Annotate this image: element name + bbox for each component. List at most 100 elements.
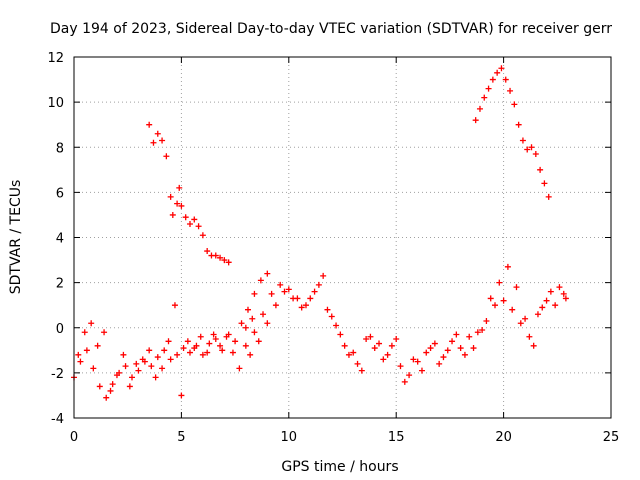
data-point-track-a [163, 153, 170, 160]
data-point-track-f [298, 304, 305, 311]
data-point-track-f [376, 340, 383, 347]
data-point-track-e [302, 302, 309, 309]
data-point-track-b [472, 117, 479, 124]
data-point-track-a [212, 252, 219, 259]
data-point-track-b [541, 180, 548, 187]
data-point-track-d [178, 392, 185, 399]
data-point-track-d [191, 345, 198, 352]
data-point-track-d [126, 383, 133, 390]
data-point-track-f [255, 338, 262, 345]
y-tick-label: 8 [56, 141, 64, 156]
data-point-track-f [470, 345, 477, 352]
data-point-track-f [513, 284, 520, 291]
data-point-track-d [204, 349, 211, 356]
data-point-track-d [197, 333, 204, 340]
data-point-track-f [530, 342, 537, 349]
data-point-track-e [492, 302, 499, 309]
data-point-track-b [498, 65, 505, 72]
data-point-track-b [519, 137, 526, 144]
data-point-track-e [440, 354, 447, 361]
data-point-track-a [221, 257, 228, 264]
data-point-track-d [75, 351, 82, 358]
data-point-track-a [186, 220, 193, 227]
data-point-track-b [524, 146, 531, 153]
data-point-track-f [539, 304, 546, 311]
x-tick-label: 0 [70, 430, 78, 445]
data-point-track-c [180, 345, 187, 352]
data-point-track-e [371, 345, 378, 352]
data-point-track-c [77, 358, 84, 365]
data-point-track-d [229, 349, 236, 356]
y-tick-label: -2 [51, 367, 64, 382]
data-point-track-d [159, 365, 166, 372]
data-point-track-f [453, 331, 460, 338]
data-point-track-b [485, 85, 492, 92]
data-point-track-e [337, 331, 344, 338]
data-point-track-c [154, 354, 161, 361]
data-point-track-e [380, 356, 387, 363]
data-point-track-c [167, 356, 174, 363]
data-point-track-c [103, 394, 110, 401]
data-point-track-e [474, 329, 481, 336]
data-point-track-f [436, 360, 443, 367]
data-point-track-e [526, 333, 533, 340]
data-point-track-c [257, 277, 264, 284]
data-point-track-e [483, 317, 490, 324]
data-point-track-d [120, 351, 127, 358]
data-point-track-e [268, 290, 275, 297]
data-point-track-d [146, 347, 153, 354]
data-point-track-a [146, 121, 153, 128]
data-point-track-b [476, 105, 483, 112]
data-point-track-e [423, 349, 430, 356]
data-point-track-c [90, 365, 97, 372]
y-tick-label: 10 [47, 96, 64, 111]
x-axis-label: GPS time / hours [281, 459, 398, 475]
data-point-track-f [547, 288, 554, 295]
data-points [71, 65, 569, 401]
data-point-track-b [489, 76, 496, 83]
data-point-track-a [199, 232, 206, 239]
data-point-track-a [167, 193, 174, 200]
data-point-track-a [182, 214, 189, 221]
data-point-track-b [537, 166, 544, 173]
data-point-track-b [532, 151, 539, 158]
data-point-track-f [264, 320, 271, 327]
data-point-track-d [223, 333, 230, 340]
data-point-track-c [219, 347, 226, 354]
y-tick-label: 4 [56, 232, 64, 247]
data-point-track-f [290, 295, 297, 302]
data-point-track-c [251, 290, 258, 297]
data-point-track-c [264, 270, 271, 277]
axis-ticks: 0 5 10 15 20 25 -4 -2 0 2 4 6 8 10 12 [47, 51, 619, 445]
data-point-track-e [500, 297, 507, 304]
data-point-track-e [251, 329, 258, 336]
data-point-track-d [236, 365, 243, 372]
y-tick-label: 0 [56, 322, 64, 337]
data-point-track-d [217, 342, 224, 349]
x-tick-label: 10 [281, 430, 298, 445]
data-point-track-e [449, 338, 456, 345]
data-point-track-a [169, 211, 176, 218]
data-point-track-d [139, 356, 146, 363]
data-point-track-b [481, 94, 488, 101]
data-point-track-c [96, 383, 103, 390]
data-point-track-e [320, 272, 327, 279]
data-point-track-f [358, 367, 365, 374]
data-point-track-a [204, 248, 211, 255]
x-tick-label: 5 [177, 430, 185, 445]
data-point-track-c [238, 320, 245, 327]
data-point-track-b [545, 193, 552, 200]
data-point-track-f [427, 345, 434, 352]
data-point-track-d [210, 331, 217, 338]
data-point-track-a [154, 130, 161, 137]
data-point-track-a [225, 259, 232, 266]
data-point-track-a [159, 137, 166, 144]
y-tick-label: 6 [56, 186, 64, 201]
data-point-track-d [107, 387, 114, 394]
y-tick-label: 2 [56, 277, 64, 292]
data-point-track-b [494, 69, 501, 76]
data-point-track-a [174, 200, 181, 207]
data-point-track-f [315, 281, 322, 288]
data-point-track-c [135, 367, 142, 374]
